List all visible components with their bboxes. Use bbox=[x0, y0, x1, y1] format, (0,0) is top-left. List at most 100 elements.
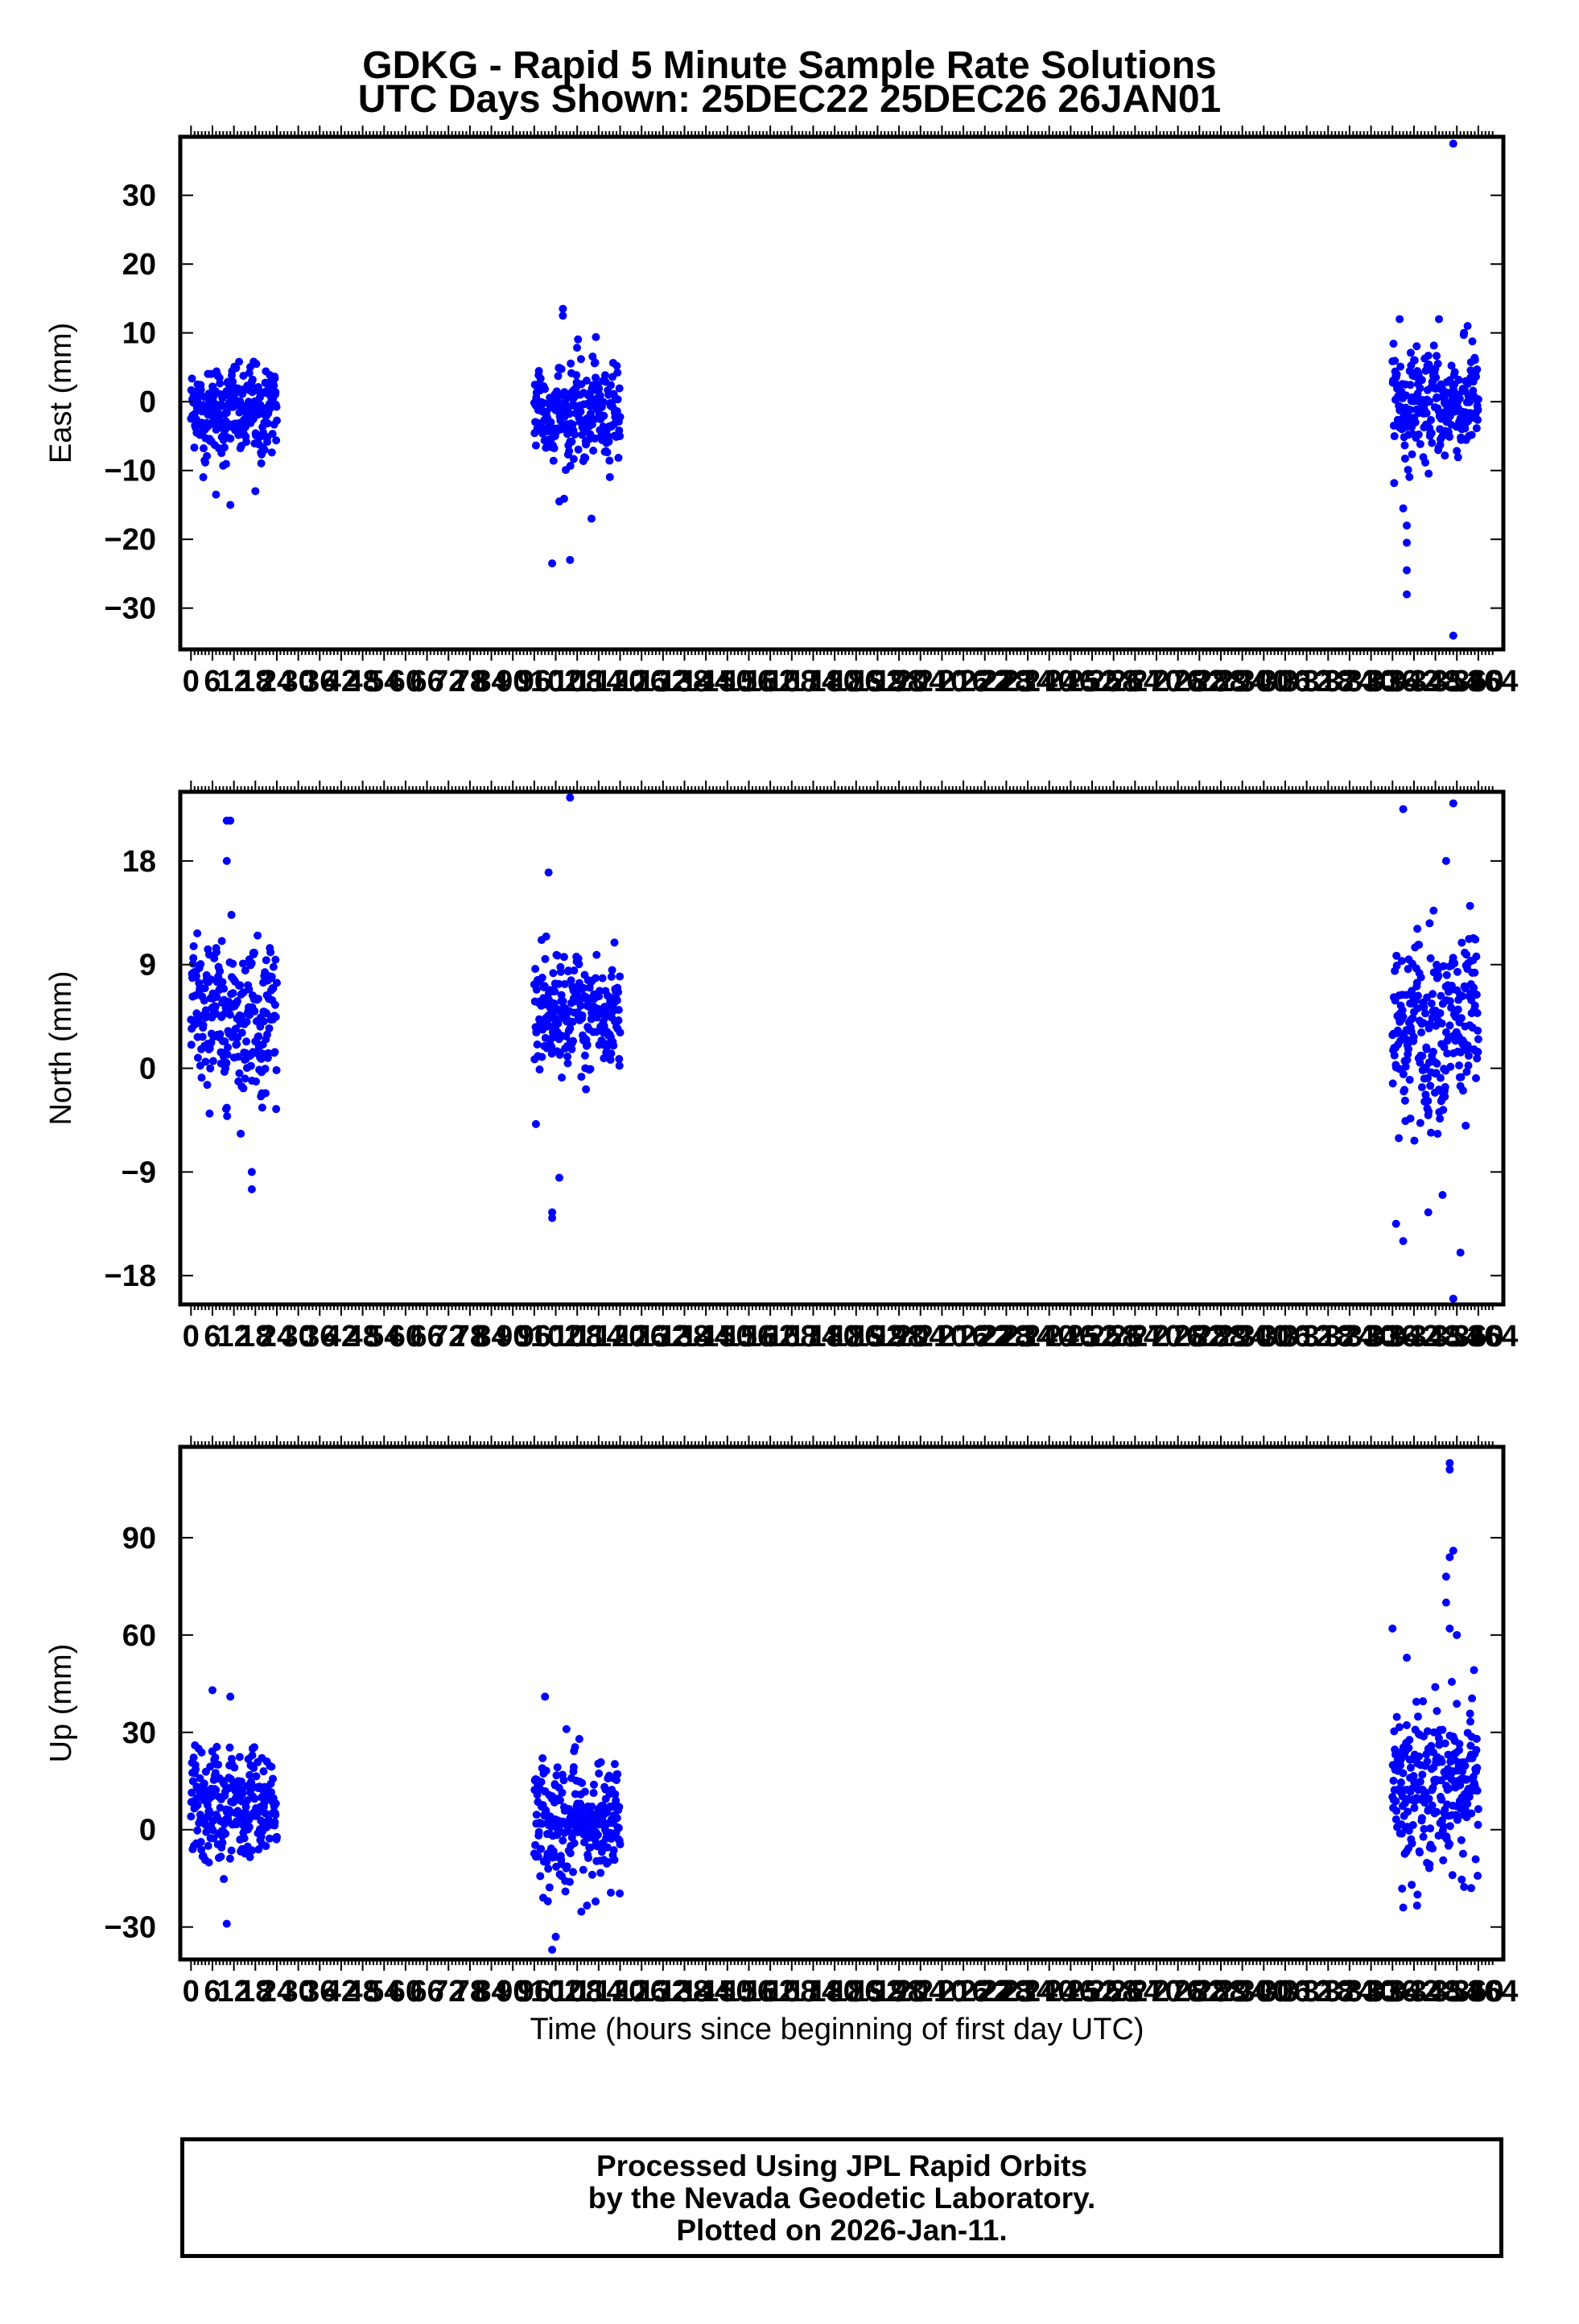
data-point bbox=[1463, 1041, 1472, 1050]
data-point bbox=[537, 1778, 546, 1786]
data-point bbox=[541, 1033, 550, 1042]
x-tick-label: 120 bbox=[595, 1320, 645, 1354]
data-point-outlier bbox=[1449, 1294, 1457, 1303]
data-point bbox=[271, 1799, 280, 1808]
data-point-outlier bbox=[208, 1686, 216, 1695]
data-point bbox=[592, 950, 601, 959]
data-point bbox=[204, 1841, 212, 1850]
data-point bbox=[1421, 1090, 1430, 1099]
x-tick-label: 60 bbox=[389, 1320, 423, 1354]
data-point bbox=[245, 985, 254, 994]
data-point bbox=[575, 960, 583, 969]
data-point bbox=[1417, 376, 1426, 385]
data-point bbox=[1472, 424, 1481, 433]
data-point bbox=[571, 1743, 579, 1752]
data-point bbox=[1405, 1736, 1414, 1745]
y-tick-label: 9 bbox=[139, 949, 156, 983]
x-tick-label: 90 bbox=[496, 665, 530, 698]
data-point bbox=[1472, 1745, 1481, 1754]
x-tick-label: 252 bbox=[1066, 1975, 1117, 2009]
data-point bbox=[538, 973, 546, 982]
data-point bbox=[612, 996, 621, 1005]
y-tick-label: 30 bbox=[122, 1716, 156, 1750]
x-tick-label: 168 bbox=[766, 1975, 817, 2009]
data-point bbox=[592, 1897, 600, 1906]
x-tick-label: 210 bbox=[917, 1320, 967, 1354]
data-point bbox=[550, 987, 559, 996]
data-point bbox=[201, 458, 210, 467]
data-point bbox=[1416, 439, 1424, 448]
x-tick-label: 162 bbox=[744, 1320, 795, 1354]
data-point-outlier bbox=[1445, 1465, 1454, 1474]
x-tick-label: 126 bbox=[616, 1975, 666, 2009]
data-point-outlier bbox=[1396, 315, 1404, 323]
data-point bbox=[197, 1748, 206, 1757]
data-point-outlier bbox=[247, 1185, 256, 1193]
data-point bbox=[578, 1011, 587, 1020]
data-point bbox=[1445, 1021, 1454, 1030]
data-point bbox=[1457, 1836, 1466, 1844]
data-point bbox=[1470, 983, 1478, 992]
y-tick-label: −30 bbox=[105, 1911, 156, 1945]
data-point bbox=[1429, 341, 1438, 350]
data-point bbox=[206, 1064, 215, 1073]
data-point bbox=[1408, 1839, 1416, 1848]
x-tick-label: 360 bbox=[1453, 665, 1503, 698]
x-tick-label: 252 bbox=[1066, 1320, 1117, 1354]
data-point bbox=[1416, 1778, 1424, 1786]
data-point bbox=[1426, 1824, 1435, 1833]
data-point bbox=[1462, 950, 1471, 959]
data-point bbox=[614, 1016, 623, 1025]
x-tick-label: 210 bbox=[917, 1975, 967, 2009]
data-point bbox=[1438, 1725, 1447, 1734]
data-point bbox=[587, 1802, 596, 1811]
data-point bbox=[537, 1844, 546, 1853]
data-point-outlier bbox=[544, 868, 553, 877]
data-point bbox=[187, 1040, 196, 1049]
x-tick-label: 216 bbox=[938, 1975, 988, 2009]
data-point bbox=[1402, 391, 1411, 400]
data-point bbox=[233, 1040, 241, 1049]
data-point bbox=[1392, 1807, 1401, 1815]
data-point bbox=[613, 395, 622, 404]
data-point bbox=[557, 991, 566, 999]
data-point-outlier bbox=[247, 1168, 256, 1176]
data-point bbox=[268, 430, 277, 439]
data-point bbox=[1427, 1741, 1436, 1750]
data-point bbox=[572, 371, 581, 380]
data-point bbox=[1412, 1697, 1420, 1706]
data-point bbox=[1447, 1678, 1456, 1687]
data-point bbox=[555, 1796, 564, 1805]
data-point bbox=[237, 1777, 245, 1786]
data-point bbox=[1418, 1052, 1427, 1061]
data-point bbox=[241, 1074, 249, 1083]
data-point bbox=[223, 1112, 232, 1121]
data-point bbox=[1405, 1075, 1414, 1084]
x-tick-label: 6 bbox=[204, 1320, 221, 1354]
x-tick-label: 264 bbox=[1110, 1320, 1161, 1354]
x-tick-label: 330 bbox=[1346, 665, 1396, 698]
data-point bbox=[1412, 979, 1421, 987]
data-point bbox=[559, 953, 568, 962]
data-point bbox=[1474, 1872, 1482, 1881]
data-point bbox=[1436, 1073, 1445, 1082]
x-tick-label: 228 bbox=[981, 1975, 1032, 2009]
data-point bbox=[269, 1774, 278, 1783]
data-point bbox=[1424, 469, 1433, 478]
data-point bbox=[207, 975, 216, 984]
data-point bbox=[270, 1818, 279, 1827]
x-tick-label: 132 bbox=[637, 1975, 688, 2009]
data-point bbox=[1404, 1744, 1413, 1753]
data-point bbox=[1424, 1107, 1433, 1116]
data-point bbox=[1473, 365, 1482, 374]
x-tick-label: 24 bbox=[260, 1975, 294, 2009]
data-point bbox=[201, 1057, 210, 1066]
data-point bbox=[1397, 957, 1406, 966]
data-point bbox=[1420, 1824, 1429, 1833]
data-point bbox=[235, 1069, 244, 1078]
data-point bbox=[272, 402, 281, 411]
data-point bbox=[1399, 1069, 1408, 1078]
x-tick-label: 84 bbox=[474, 665, 508, 698]
data-point bbox=[1458, 1849, 1467, 1858]
data-point bbox=[1457, 1073, 1466, 1082]
